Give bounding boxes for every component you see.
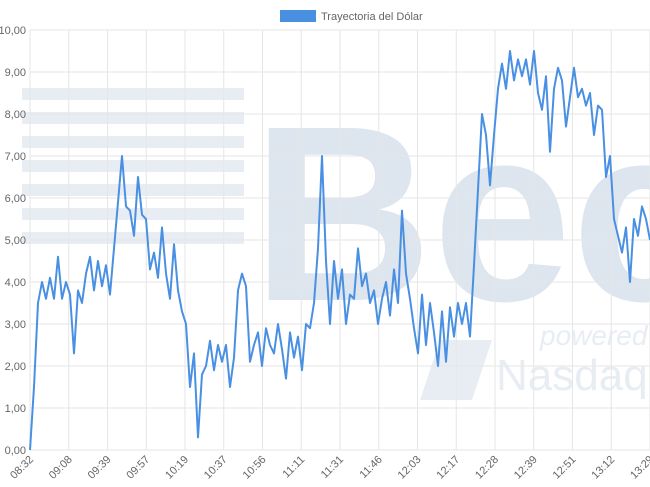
y-tick-label: 10,00 (0, 25, 26, 37)
x-tick-label: 09:08 (47, 454, 75, 482)
legend-swatch (280, 10, 316, 22)
y-tick-label: 0,00 (5, 445, 26, 457)
y-tick-label: 3,00 (5, 319, 26, 331)
y-tick-label: 9,00 (5, 67, 26, 79)
watermark: Bec powered by Nasdaq (22, 74, 650, 400)
y-tick-label: 5,00 (5, 235, 26, 247)
y-tick-label: 1,00 (5, 403, 26, 415)
x-tick-label: 08:32 (8, 454, 36, 482)
y-tick-label: 6,00 (5, 193, 26, 205)
watermark-partner: Nasdaq (496, 351, 648, 400)
y-tick-label: 8,00 (5, 109, 26, 121)
x-tick-label: 12:03 (396, 454, 424, 482)
y-axis: 0,00 1,00 2,00 3,00 4,00 5,00 6,00 7,00 8,00 9,00… (0, 25, 26, 457)
x-tick-label: 12:51 (551, 454, 579, 482)
y-tick-label: 7,00 (5, 151, 26, 163)
x-tick-label: 10:19 (163, 454, 191, 482)
x-tick-label: 12:28 (473, 454, 501, 482)
x-tick-label: 10:56 (241, 454, 269, 482)
x-tick-label: 11:31 (319, 454, 346, 481)
series-line (29, 50, 650, 451)
legend-label: Trayectoria del Dólar (321, 11, 423, 23)
x-tick-label: 12:17 (434, 454, 462, 482)
x-tick-label: 09:57 (124, 454, 152, 482)
x-tick-label: 11:46 (357, 454, 384, 481)
x-axis: 08:32 09:08 09:39 09:57 10:19 10:37 10:56 11:11… (8, 454, 650, 482)
x-tick-label: 13:12 (589, 454, 617, 482)
x-tick-label: 10:37 (202, 454, 230, 482)
x-tick-label: 09:39 (86, 454, 114, 482)
x-tick-label: 11:11 (281, 454, 308, 481)
watermark-logo-stripes (22, 88, 244, 244)
x-tick-label: 12:39 (512, 454, 540, 482)
y-tick-label: 4,00 (5, 277, 26, 289)
y-tick-label: 2,00 (5, 361, 26, 373)
watermark-tagline: powered by (539, 320, 650, 351)
watermark-text: Bec (252, 74, 650, 353)
legend[interactable]: Trayectoria del Dólar (280, 10, 423, 23)
x-tick-label: 13:29 (628, 454, 650, 482)
